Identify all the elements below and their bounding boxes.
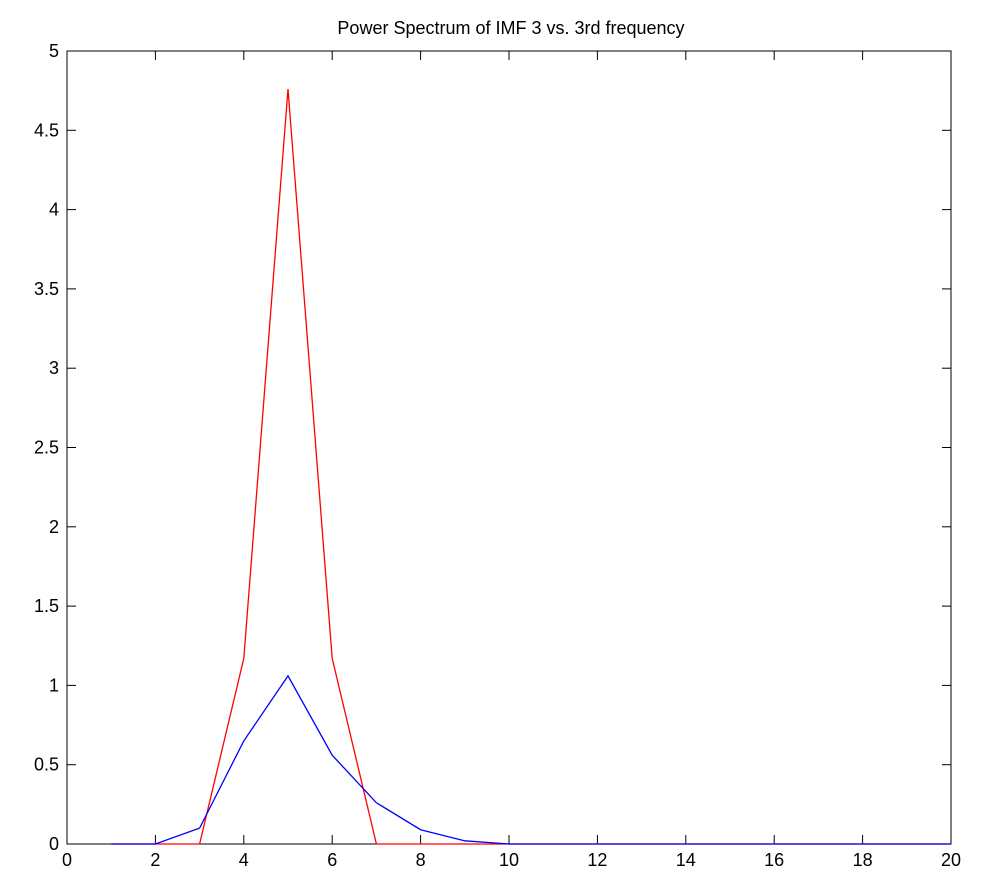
x-tick-label: 20 <box>941 850 961 870</box>
y-tick-label: 3.5 <box>34 279 59 299</box>
axis-ticks <box>66 50 952 845</box>
x-tick-label: 0 <box>62 850 72 870</box>
x-tick-label: 18 <box>853 850 873 870</box>
plot-area-frame <box>66 50 952 845</box>
y-tick-label: 1.5 <box>34 596 59 616</box>
y-tick-label: 1 <box>49 675 59 695</box>
x-tick-label: 12 <box>587 850 607 870</box>
x-tick-label: 14 <box>676 850 696 870</box>
x-tick-label: 2 <box>150 850 160 870</box>
y-tick-label: 2.5 <box>34 438 59 458</box>
y-tick-label: 0.5 <box>34 755 59 775</box>
y-tick-label: 3 <box>49 358 59 378</box>
x-tick-label: 8 <box>416 850 426 870</box>
chart-title: Power Spectrum of IMF 3 vs. 3rd frequenc… <box>337 18 684 38</box>
axis-tick-labels: 0 2 4 6 8 10 12 14 16 18 20 0 0.5 1 1.5 2 2.5 3 3.5 4 4.5 5 <box>34 41 961 870</box>
series-line-blue <box>111 674 951 845</box>
y-tick-label: 4.5 <box>34 120 59 140</box>
x-tick-label: 16 <box>764 850 784 870</box>
data-series <box>111 89 951 845</box>
y-tick-label: 2 <box>49 517 59 537</box>
y-tick-label: 0 <box>49 834 59 854</box>
y-tick-label: 4 <box>49 200 59 220</box>
x-tick-label: 10 <box>499 850 519 870</box>
x-tick-label: 6 <box>327 850 337 870</box>
y-tick-label: 5 <box>49 41 59 61</box>
x-tick-label: 4 <box>239 850 249 870</box>
